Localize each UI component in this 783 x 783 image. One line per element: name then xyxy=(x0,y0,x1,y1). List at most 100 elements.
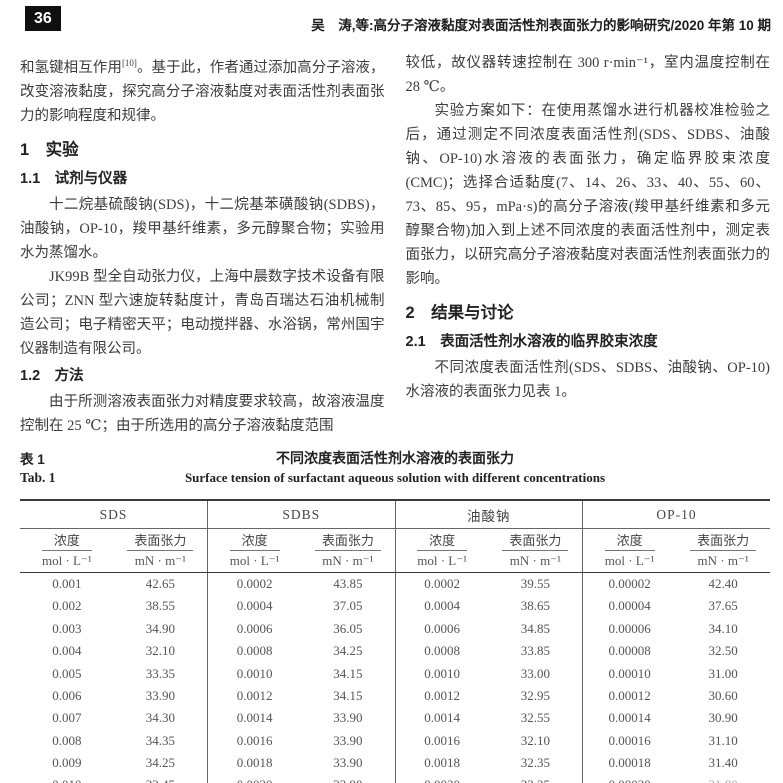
cell-concentration: 0.00006 xyxy=(582,617,677,640)
cell-concentration: 0.003 xyxy=(52,620,82,636)
cell-surface-tension: 31.40 xyxy=(708,755,738,771)
cell-concentration: 0.00012 xyxy=(582,684,677,708)
cell-concentration: 0.00004 xyxy=(582,595,677,618)
cell-concentration: 0.0018 xyxy=(207,751,302,775)
col-header-conc: 浓度 mol · L⁻¹ xyxy=(207,528,302,574)
cell-concentration: 0.009 xyxy=(52,755,82,771)
cell-surface-tension: 31.80 xyxy=(676,774,770,783)
cell-surface-tension: 33.90 xyxy=(145,687,175,703)
cell-concentration: 0.004 xyxy=(52,643,82,659)
cell-surface-tension: 36.05 xyxy=(333,620,363,636)
cell-concentration: 0.005 xyxy=(52,665,82,681)
col-header-tension: 表面张力 mN · m⁻¹ xyxy=(301,528,395,574)
paragraph-instruments: JK99B 型全自动张力仪，上海中晨数字技术设备有限公司；ZNN 型六速旋转黏度… xyxy=(20,268,385,357)
left-column: 和氢键相互作用[10]。基于此，作者通过添加高分子溶液，改变溶液黏度，探究高分子… xyxy=(20,51,385,438)
cell-surface-tension: 34.15 xyxy=(333,665,363,681)
cell-surface-tension: 33.90 xyxy=(301,774,395,783)
cell-surface-tension: 39.55 xyxy=(520,576,550,592)
col-header-conc: 浓度 mol · L⁻¹ xyxy=(394,528,489,574)
cell-concentration: 0.001 xyxy=(52,576,82,592)
paragraph-intro: 和氢键相互作用[10]。基于此，作者通过添加高分子溶液，改变溶液黏度，探究高分子… xyxy=(20,51,385,128)
table-row: 0.004 32.10 0.0008 34.25 0.0008 33.85 0.00008 3… xyxy=(20,640,770,663)
running-header: 36 吴 涛,等:高分子溶液黏度对表面活性剂表面张力的影响研究/2020 年第 … xyxy=(0,0,783,34)
cell-concentration: 0.0002 xyxy=(394,572,489,596)
cell-concentration: 0.00020 xyxy=(582,774,677,783)
cell-surface-tension: 42.65 xyxy=(145,576,175,592)
cell-surface-tension: 34.25 xyxy=(145,755,175,771)
cell-surface-tension: 34.10 xyxy=(708,620,738,636)
cell-surface-tension: 33.45 xyxy=(114,774,208,783)
paragraph-method-cont: 较低，故仪器转速控制在 300 r·min⁻¹，室内温度控制在 28 ℃。 xyxy=(405,55,771,95)
col-header-tension: 表面张力 mN · m⁻¹ xyxy=(113,528,208,574)
cell-concentration: 0.00016 xyxy=(582,729,677,752)
table-row: 0.002 38.55 0.0004 37.05 0.0004 38.65 0.00004 3… xyxy=(20,595,770,618)
surface-tension-table: SDS SDBS 油酸钠 OP-10 浓度 mol · L⁻¹ 表面张力 mN · … xyxy=(20,498,770,783)
cell-concentration: 0.010 xyxy=(20,774,114,783)
col-header-tension: 表面张力 mN · m⁻¹ xyxy=(488,528,583,574)
cell-concentration: 0.00010 xyxy=(582,662,677,685)
cell-surface-tension: 33.35 xyxy=(145,665,175,681)
table-row: 0.006 33.90 0.0012 34.15 0.0012 32.95 0.00012 3… xyxy=(20,684,770,708)
table-body: 0.001 42.65 0.0002 43.85 0.0002 39.55 0.00002 4… xyxy=(20,572,770,783)
cell-concentration: 0.0008 xyxy=(394,640,489,663)
cell-concentration: 0.0008 xyxy=(207,640,302,663)
cell-concentration: 0.0020 xyxy=(394,774,489,783)
cell-concentration: 0.0012 xyxy=(207,684,302,708)
paragraph-reagents: 十二烷基硫酸钠(SDS)，十二烷基苯磺酸钠(SDBS)，油酸钠，OP-10，羧甲… xyxy=(20,196,385,261)
cell-concentration: 0.0014 xyxy=(207,707,302,730)
cell-concentration: 0.0016 xyxy=(207,729,302,752)
table-caption-en: Surface tension of surfactant aqueous so… xyxy=(184,469,606,485)
cell-surface-tension: 30.60 xyxy=(708,687,738,703)
table-row: 0.01033.450.002033.900.002032.250.000203… xyxy=(20,774,770,783)
cell-concentration: 0.008 xyxy=(52,732,82,748)
running-header-title: 吴 涛,等:高分子溶液黏度对表面活性剂表面张力的影响研究/2020 年第 10 … xyxy=(311,18,771,33)
cell-surface-tension: 32.50 xyxy=(708,643,738,659)
cell-concentration: 0.0006 xyxy=(207,617,302,640)
table-row: 0.003 34.90 0.0006 36.05 0.0006 34.85 0.00006 3… xyxy=(20,617,770,640)
section-1-1-heading: 1.1 试剂与仪器 xyxy=(20,170,128,187)
cell-surface-tension: 33.90 xyxy=(333,732,363,748)
group-header-sdbs: SDBS xyxy=(207,499,395,530)
table-caption-cn-row: 表 1 不同浓度表面活性剂水溶液的表面张力 xyxy=(20,448,770,470)
cell-surface-tension: 42.40 xyxy=(708,576,738,592)
cell-concentration: 0.0012 xyxy=(394,684,489,708)
cell-surface-tension: 30.90 xyxy=(708,710,738,726)
table-row: 0.001 42.65 0.0002 43.85 0.0002 39.55 0.00002 4… xyxy=(20,572,770,596)
cell-concentration: 0.00002 xyxy=(582,572,677,596)
col-header-conc: 浓度 mol · L⁻¹ xyxy=(582,528,677,574)
table-caption-en-row: Tab. 1 Surface tension of surfactant aqu… xyxy=(20,470,770,492)
cell-concentration: 0.007 xyxy=(52,710,82,726)
cell-surface-tension: 34.35 xyxy=(145,732,175,748)
cell-surface-tension: 34.25 xyxy=(333,643,363,659)
cell-concentration: 0.0006 xyxy=(394,617,489,640)
cell-concentration: 0.00014 xyxy=(582,707,677,730)
cell-surface-tension: 34.30 xyxy=(145,710,175,726)
cell-surface-tension: 33.00 xyxy=(520,665,550,681)
cell-surface-tension: 32.35 xyxy=(520,755,550,771)
cell-surface-tension: 32.25 xyxy=(489,774,583,783)
cell-surface-tension: 32.10 xyxy=(145,643,175,659)
cell-concentration: 0.0020 xyxy=(207,774,302,783)
cell-concentration: 0.0016 xyxy=(394,729,489,752)
cell-surface-tension: 43.85 xyxy=(333,576,363,592)
paragraph-method: 由于所测溶液表面张力对精度要求较高，故溶液温度控制在 25 ℃；由于所选用的高分… xyxy=(20,393,385,434)
cell-concentration: 0.0010 xyxy=(394,662,489,685)
table-1-block: 表 1 不同浓度表面活性剂水溶液的表面张力 Tab. 1 Surface ten… xyxy=(0,448,783,783)
intro-text-pre: 和氢键相互作用 xyxy=(20,59,122,76)
cell-surface-tension: 31.00 xyxy=(708,665,738,681)
cell-surface-tension: 34.85 xyxy=(520,620,550,636)
cell-surface-tension: 32.55 xyxy=(520,710,550,726)
cell-surface-tension: 32.95 xyxy=(520,687,550,703)
col-header-tension: 表面张力 mN · m⁻¹ xyxy=(676,528,770,574)
cell-surface-tension: 37.65 xyxy=(708,598,738,614)
table-label-cn: 表 1 xyxy=(20,451,45,467)
body-columns: 和氢键相互作用[10]。基于此，作者通过添加高分子溶液，改变溶液黏度，探究高分子… xyxy=(0,34,783,438)
cell-concentration: 0.0010 xyxy=(207,662,302,685)
cell-concentration: 0.006 xyxy=(52,687,82,703)
cell-concentration: 0.0004 xyxy=(394,595,489,618)
cell-surface-tension: 34.90 xyxy=(145,620,175,636)
paragraph-result: 不同浓度表面活性剂(SDS、SDBS、油酸钠、OP-10)水溶液的表面张力见表 … xyxy=(405,360,771,400)
cell-concentration: 0.00018 xyxy=(582,751,677,775)
citation-ref: [10] xyxy=(121,58,137,68)
